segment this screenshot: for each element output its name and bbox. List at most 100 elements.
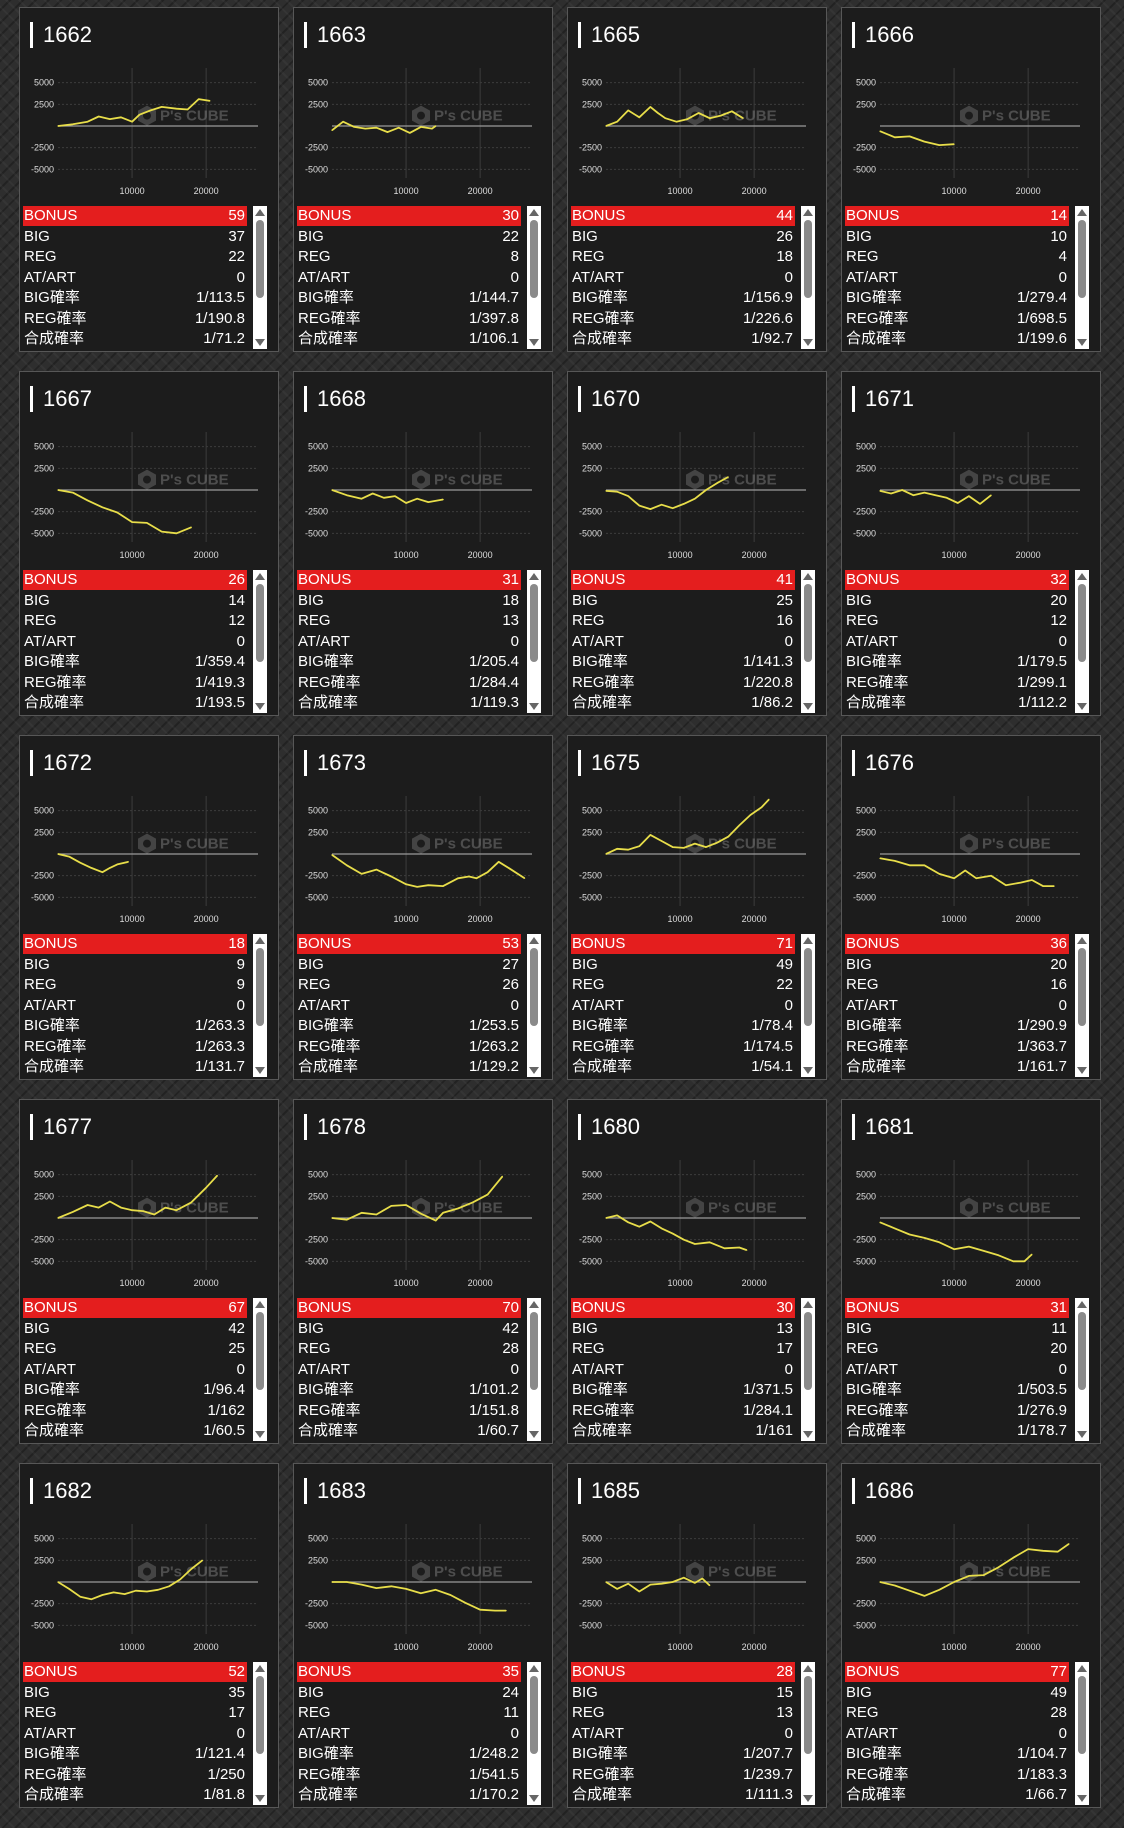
- machine-card[interactable]: 1685 P's CUBE 5000 2500 -2500 -5000 10000 20000…: [567, 1463, 827, 1808]
- scrollbar[interactable]: [527, 1298, 541, 1441]
- scrollbar-thumb[interactable]: [256, 1676, 264, 1754]
- scrollbar[interactable]: [527, 1662, 541, 1805]
- scrollbar-thumb[interactable]: [804, 220, 812, 298]
- stats-list[interactable]: BONUS 30 BIG 22 REG 8 AT/ART 0 BIG確率 1/144.7 REG確率…: [297, 206, 547, 349]
- triangle-up-icon[interactable]: [529, 1301, 539, 1308]
- scrollbar[interactable]: [801, 570, 815, 713]
- triangle-down-icon[interactable]: [255, 1795, 265, 1802]
- stats-list[interactable]: BONUS 52 BIG 35 REG 17 AT/ART 0 BIG確率 1/121.4 REG確…: [23, 1662, 273, 1805]
- triangle-down-icon[interactable]: [255, 1067, 265, 1074]
- triangle-down-icon[interactable]: [1077, 339, 1087, 346]
- scrollbar[interactable]: [1075, 934, 1089, 1077]
- triangle-down-icon[interactable]: [255, 339, 265, 346]
- stats-list[interactable]: BONUS 59 BIG 37 REG 22 AT/ART 0 BIG確率 1/113.5 REG確…: [23, 206, 273, 349]
- triangle-up-icon[interactable]: [1077, 573, 1087, 580]
- stats-list[interactable]: BONUS 53 BIG 27 REG 26 AT/ART 0 BIG確率 1/253.5 REG確…: [297, 934, 547, 1077]
- triangle-down-icon[interactable]: [255, 703, 265, 710]
- triangle-up-icon[interactable]: [255, 1301, 265, 1308]
- triangle-up-icon[interactable]: [803, 573, 813, 580]
- triangle-down-icon[interactable]: [529, 1431, 539, 1438]
- scrollbar-thumb[interactable]: [256, 584, 264, 662]
- triangle-down-icon[interactable]: [529, 703, 539, 710]
- scrollbar[interactable]: [1075, 570, 1089, 713]
- scrollbar-thumb[interactable]: [256, 948, 264, 1026]
- machine-card[interactable]: 1675 P's CUBE 5000 2500 -2500 -5000 10000 20000…: [567, 735, 827, 1080]
- scrollbar[interactable]: [1075, 206, 1089, 349]
- triangle-down-icon[interactable]: [803, 1067, 813, 1074]
- triangle-up-icon[interactable]: [529, 1665, 539, 1672]
- scrollbar-thumb[interactable]: [256, 220, 264, 298]
- triangle-down-icon[interactable]: [803, 1795, 813, 1802]
- scrollbar-thumb[interactable]: [804, 1676, 812, 1754]
- scrollbar-thumb[interactable]: [1078, 1312, 1086, 1390]
- triangle-up-icon[interactable]: [255, 209, 265, 216]
- machine-card[interactable]: 1686 P's CUBE 5000 2500 -2500 -5000 10000 20000…: [841, 1463, 1101, 1808]
- scrollbar[interactable]: [253, 934, 267, 1077]
- scrollbar[interactable]: [527, 206, 541, 349]
- triangle-up-icon[interactable]: [529, 937, 539, 944]
- machine-card[interactable]: 1681 P's CUBE 5000 2500 -2500 -5000 10000 20000…: [841, 1099, 1101, 1444]
- scrollbar-thumb[interactable]: [530, 220, 538, 298]
- stats-list[interactable]: BONUS 31 BIG 11 REG 20 AT/ART 0 BIG確率 1/503.5 REG確…: [845, 1298, 1095, 1441]
- triangle-down-icon[interactable]: [1077, 703, 1087, 710]
- machine-card[interactable]: 1662 P's CUBE 5000 2500 -2500 -5000 10000 20000…: [19, 7, 279, 352]
- machine-card[interactable]: 1673 P's CUBE 5000 2500 -2500 -5000 10000 20000…: [293, 735, 553, 1080]
- scrollbar-thumb[interactable]: [804, 584, 812, 662]
- stats-list[interactable]: BONUS 67 BIG 42 REG 25 AT/ART 0 BIG確率 1/96.4 REG確率…: [23, 1298, 273, 1441]
- triangle-down-icon[interactable]: [1077, 1795, 1087, 1802]
- triangle-down-icon[interactable]: [803, 703, 813, 710]
- machine-card[interactable]: 1671 P's CUBE 5000 2500 -2500 -5000 10000 20000…: [841, 371, 1101, 716]
- stats-list[interactable]: BONUS 36 BIG 20 REG 16 AT/ART 0 BIG確率 1/290.9 REG確…: [845, 934, 1095, 1077]
- stats-list[interactable]: BONUS 44 BIG 26 REG 18 AT/ART 0 BIG確率 1/156.9 REG確…: [571, 206, 821, 349]
- machine-card[interactable]: 1665 P's CUBE 5000 2500 -2500 -5000 10000 20000…: [567, 7, 827, 352]
- triangle-up-icon[interactable]: [529, 209, 539, 216]
- scrollbar-thumb[interactable]: [1078, 1676, 1086, 1754]
- scrollbar-thumb[interactable]: [530, 948, 538, 1026]
- triangle-up-icon[interactable]: [1077, 209, 1087, 216]
- stats-list[interactable]: BONUS 14 BIG 10 REG 4 AT/ART 0 BIG確率 1/279.4 REG確率…: [845, 206, 1095, 349]
- stats-list[interactable]: BONUS 70 BIG 42 REG 28 AT/ART 0 BIG確率 1/101.2 REG確…: [297, 1298, 547, 1441]
- triangle-down-icon[interactable]: [529, 339, 539, 346]
- machine-card[interactable]: 1676 P's CUBE 5000 2500 -2500 -5000 10000 20000…: [841, 735, 1101, 1080]
- scrollbar[interactable]: [801, 206, 815, 349]
- scrollbar[interactable]: [527, 570, 541, 713]
- scrollbar-thumb[interactable]: [530, 584, 538, 662]
- triangle-up-icon[interactable]: [1077, 1665, 1087, 1672]
- stats-list[interactable]: BONUS 30 BIG 13 REG 17 AT/ART 0 BIG確率 1/371.5 REG確…: [571, 1298, 821, 1441]
- scrollbar[interactable]: [801, 1662, 815, 1805]
- scrollbar[interactable]: [253, 1662, 267, 1805]
- scrollbar[interactable]: [253, 1298, 267, 1441]
- scrollbar[interactable]: [253, 206, 267, 349]
- machine-card[interactable]: 1682 P's CUBE 5000 2500 -2500 -5000 10000 20000…: [19, 1463, 279, 1808]
- stats-list[interactable]: BONUS 28 BIG 15 REG 13 AT/ART 0 BIG確率 1/207.7 REG確…: [571, 1662, 821, 1805]
- machine-card[interactable]: 1663 P's CUBE 5000 2500 -2500 -5000 10000 20000…: [293, 7, 553, 352]
- triangle-down-icon[interactable]: [1077, 1431, 1087, 1438]
- triangle-down-icon[interactable]: [529, 1795, 539, 1802]
- stats-list[interactable]: BONUS 31 BIG 18 REG 13 AT/ART 0 BIG確率 1/205.4 REG確…: [297, 570, 547, 713]
- triangle-up-icon[interactable]: [803, 937, 813, 944]
- triangle-up-icon[interactable]: [803, 1665, 813, 1672]
- triangle-down-icon[interactable]: [1077, 1067, 1087, 1074]
- scrollbar[interactable]: [527, 934, 541, 1077]
- triangle-down-icon[interactable]: [803, 1431, 813, 1438]
- stats-list[interactable]: BONUS 41 BIG 25 REG 16 AT/ART 0 BIG確率 1/141.3 REG確…: [571, 570, 821, 713]
- scrollbar[interactable]: [801, 934, 815, 1077]
- machine-card[interactable]: 1666 P's CUBE 5000 2500 -2500 -5000 10000 20000…: [841, 7, 1101, 352]
- machine-card[interactable]: 1683 P's CUBE 5000 2500 -2500 -5000 10000 20000…: [293, 1463, 553, 1808]
- triangle-up-icon[interactable]: [255, 573, 265, 580]
- stats-list[interactable]: BONUS 26 BIG 14 REG 12 AT/ART 0 BIG確率 1/359.4 REG確…: [23, 570, 273, 713]
- triangle-up-icon[interactable]: [803, 1301, 813, 1308]
- scrollbar-thumb[interactable]: [530, 1312, 538, 1390]
- stats-list[interactable]: BONUS 35 BIG 24 REG 11 AT/ART 0 BIG確率 1/248.2 REG確…: [297, 1662, 547, 1805]
- triangle-up-icon[interactable]: [1077, 937, 1087, 944]
- triangle-up-icon[interactable]: [529, 573, 539, 580]
- scrollbar[interactable]: [801, 1298, 815, 1441]
- stats-list[interactable]: BONUS 32 BIG 20 REG 12 AT/ART 0 BIG確率 1/179.5 REG確…: [845, 570, 1095, 713]
- stats-list[interactable]: BONUS 18 BIG 9 REG 9 AT/ART 0 BIG確率 1/263.3 REG確率 1…: [23, 934, 273, 1077]
- triangle-up-icon[interactable]: [1077, 1301, 1087, 1308]
- triangle-down-icon[interactable]: [255, 1431, 265, 1438]
- machine-card[interactable]: 1672 P's CUBE 5000 2500 -2500 -5000 10000 20000…: [19, 735, 279, 1080]
- stats-list[interactable]: BONUS 77 BIG 49 REG 28 AT/ART 0 BIG確率 1/104.7 REG確…: [845, 1662, 1095, 1805]
- machine-card[interactable]: 1670 P's CUBE 5000 2500 -2500 -5000 10000 20000…: [567, 371, 827, 716]
- machine-card[interactable]: 1668 P's CUBE 5000 2500 -2500 -5000 10000 20000…: [293, 371, 553, 716]
